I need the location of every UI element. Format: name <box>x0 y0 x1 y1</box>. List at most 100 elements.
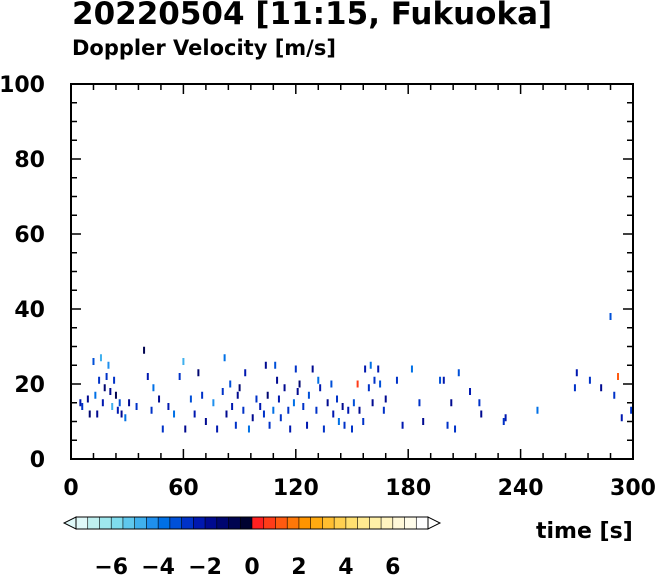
data-point <box>99 354 102 362</box>
data-point <box>364 365 367 373</box>
data-point <box>88 410 91 418</box>
data-point <box>94 391 97 399</box>
data-point <box>113 376 116 384</box>
colorbar-tick-label: −6 <box>94 555 128 577</box>
data-point <box>306 421 309 429</box>
data-point <box>422 418 425 425</box>
colorbar-segment <box>381 517 394 529</box>
data-point <box>613 391 616 399</box>
data-point <box>307 391 310 399</box>
data-point <box>317 376 320 384</box>
data-point <box>311 365 314 373</box>
data-point <box>234 421 237 429</box>
data-point <box>588 376 591 384</box>
data-point <box>96 410 99 418</box>
data-point <box>302 403 305 410</box>
data-point <box>319 384 322 392</box>
x-tick-label: 0 <box>63 476 78 501</box>
data-point <box>358 406 361 414</box>
data-point <box>152 384 155 392</box>
data-point <box>294 365 297 373</box>
colorbar-segment <box>193 517 206 529</box>
data-point <box>480 410 483 418</box>
data-point <box>274 361 277 369</box>
data-point <box>150 406 153 414</box>
data-point <box>118 399 121 407</box>
colorbar-segment <box>392 517 405 529</box>
y-tick-label: 20 <box>14 373 45 398</box>
colorbar-segment <box>369 517 382 529</box>
data-point <box>575 369 578 377</box>
data-point <box>362 418 365 425</box>
data-point <box>268 421 271 429</box>
colorbar-segment <box>252 517 265 529</box>
x-tick-label: 60 <box>168 476 199 501</box>
data-point <box>107 361 110 369</box>
data-point <box>332 410 335 418</box>
data-point <box>114 391 117 399</box>
data-point <box>242 406 245 414</box>
data-point <box>609 313 612 320</box>
data-point <box>630 406 633 414</box>
data-point <box>289 425 292 433</box>
data-point <box>204 418 207 425</box>
colorbar-segment <box>146 517 159 529</box>
colorbar-segment <box>99 517 112 529</box>
colorbar-segment <box>416 517 429 529</box>
colorbar-tick-label: −4 <box>141 555 175 577</box>
data-point <box>356 380 359 388</box>
data-point <box>221 388 224 395</box>
data-point <box>418 399 421 407</box>
data-point <box>277 395 280 403</box>
colorbar-segment <box>322 517 335 529</box>
data-point <box>236 391 239 399</box>
colorbar-segment <box>158 517 171 529</box>
data-point <box>330 380 333 388</box>
data-point <box>178 373 181 380</box>
data-point <box>373 376 376 384</box>
data-point <box>86 395 89 403</box>
data-points <box>79 313 633 433</box>
data-point <box>283 384 286 392</box>
colorbar-low-arrow <box>62 516 77 530</box>
colorbar-segment <box>205 517 218 529</box>
data-point <box>469 388 472 395</box>
data-point <box>617 373 620 380</box>
data-point <box>287 406 290 414</box>
data-point <box>336 395 339 403</box>
data-point <box>143 346 146 354</box>
data-point <box>279 414 282 422</box>
data-point <box>101 399 104 407</box>
data-point <box>128 399 131 407</box>
data-point <box>264 361 267 369</box>
colorbar-segment <box>228 517 241 529</box>
data-point <box>504 414 507 422</box>
data-point <box>367 384 370 392</box>
data-point <box>478 399 481 407</box>
data-point <box>620 414 623 422</box>
x-axis-label: time [s] <box>536 519 633 544</box>
data-point <box>98 376 101 384</box>
data-point <box>439 376 442 384</box>
data-point <box>369 361 372 369</box>
data-point <box>343 421 346 429</box>
data-point <box>446 421 449 429</box>
chart-title: 20220504 [11:15, Fukuoka] <box>72 0 553 32</box>
data-point <box>158 395 161 403</box>
data-point <box>182 358 185 365</box>
colorbar-frame <box>75 516 429 530</box>
data-point <box>326 399 329 407</box>
colorbar-segment <box>275 517 288 529</box>
colorbar-segment <box>310 517 323 529</box>
data-point <box>379 380 382 388</box>
data-point <box>292 399 295 407</box>
data-point <box>184 425 187 433</box>
plot-frame <box>70 83 634 460</box>
colorbar-high-arrow <box>427 516 442 530</box>
colorbar-tick-label: 4 <box>338 555 353 577</box>
data-point <box>337 418 340 425</box>
data-point <box>167 403 170 410</box>
data-point <box>197 369 200 377</box>
data-point <box>276 376 279 384</box>
